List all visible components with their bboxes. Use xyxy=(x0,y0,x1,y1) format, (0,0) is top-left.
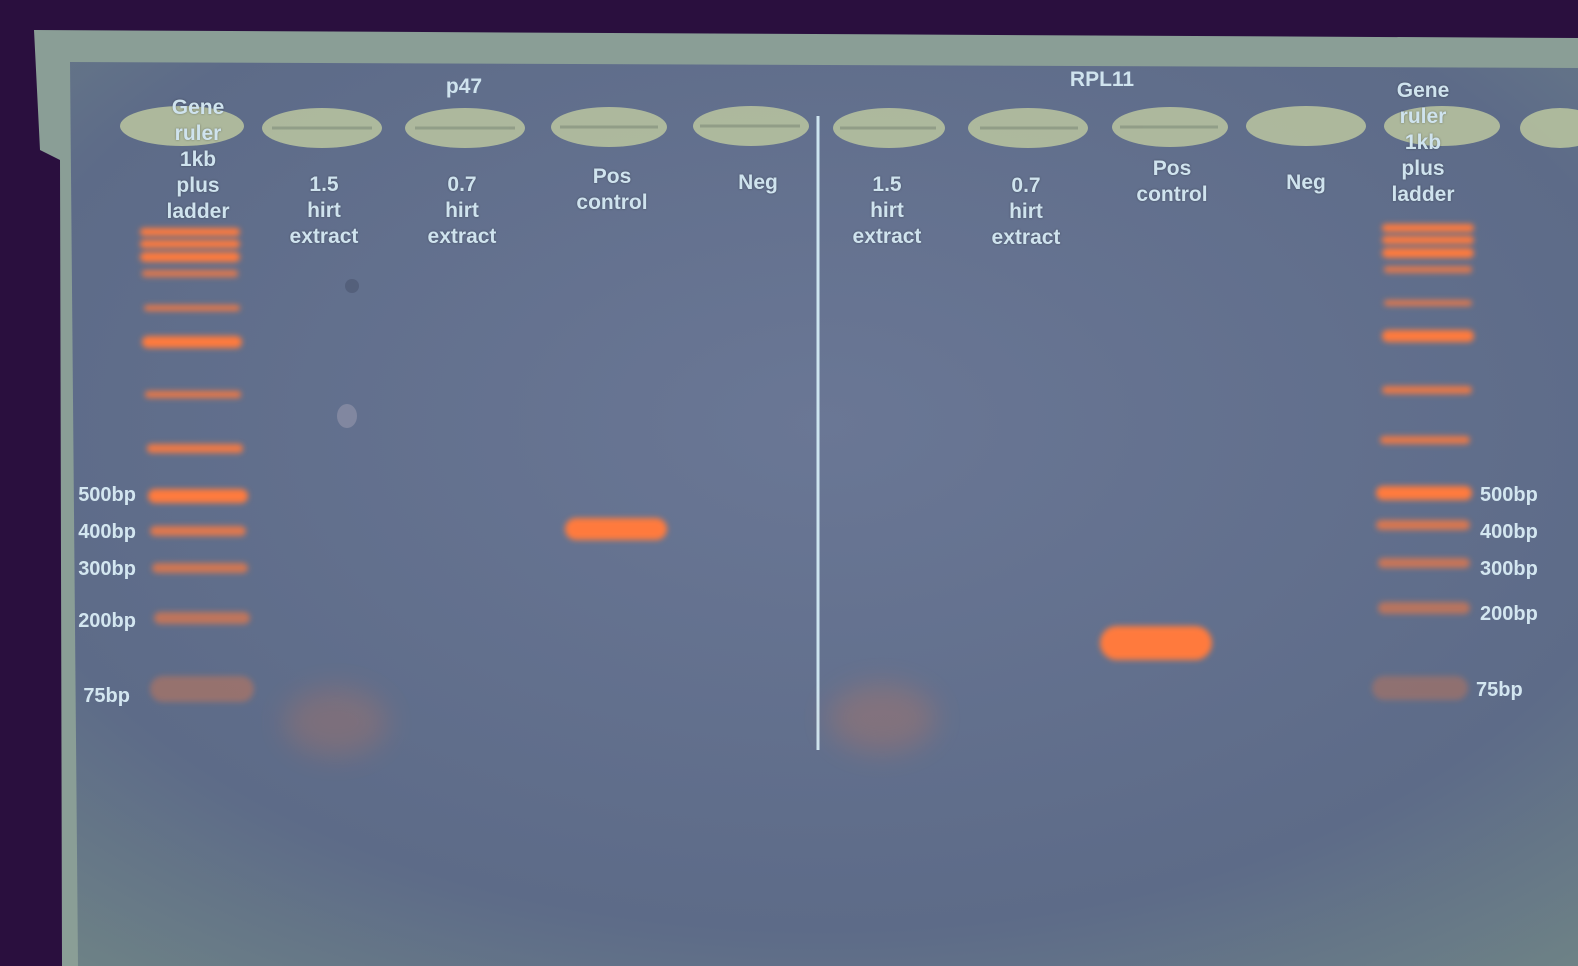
primer-smear xyxy=(284,688,388,756)
band xyxy=(1376,486,1472,500)
well xyxy=(1520,108,1578,148)
rpl11-pos-control-band xyxy=(1100,626,1212,660)
marker-200bp-left: 200bp xyxy=(78,610,136,632)
lane-label-rpl11-0-7-hirt: 0.7 hirt extract xyxy=(991,174,1061,249)
marker-300bp-right: 300bp xyxy=(1480,558,1538,580)
band xyxy=(142,270,238,277)
gel-body xyxy=(70,62,1578,966)
well xyxy=(1384,106,1500,146)
gel-speck xyxy=(345,279,359,293)
ladder-right xyxy=(1372,224,1474,700)
marker-75bp-left: 75bp xyxy=(83,685,130,707)
group-label-p47: p47 xyxy=(445,75,483,98)
band xyxy=(1382,330,1474,342)
marker-500bp-right: 500bp xyxy=(1480,484,1538,506)
band xyxy=(1382,224,1474,232)
marker-500bp-left: 500bp xyxy=(78,484,136,506)
band xyxy=(148,489,248,503)
lane-label-p47-neg: Neg xyxy=(738,171,778,194)
lane-label-p47-1-5-hirt: 1.5 hirt extract xyxy=(289,173,359,248)
band xyxy=(142,336,242,348)
band xyxy=(1378,602,1470,614)
marker-75bp-right: 75bp xyxy=(1476,679,1523,701)
marker-400bp-right: 400bp xyxy=(1480,521,1538,543)
marker-300bp-left: 300bp xyxy=(78,558,136,580)
lane-label-rpl11-pos-control: Pos control xyxy=(1136,157,1208,206)
band xyxy=(150,526,246,536)
lane-label-rpl11-neg: Neg xyxy=(1286,171,1326,194)
band xyxy=(140,228,240,236)
band xyxy=(1378,558,1470,568)
lane-label-p47-pos-control: Pos control xyxy=(576,165,648,214)
band xyxy=(147,444,243,453)
lane-label-p47-0-7-hirt: 0.7 hirt extract xyxy=(427,173,497,248)
lane-label-ladder-left: Gene ruler 1kb plus ladder xyxy=(166,96,230,223)
gel-bubble xyxy=(337,404,357,428)
band xyxy=(1376,520,1470,530)
well xyxy=(120,106,244,146)
band xyxy=(140,240,240,248)
band xyxy=(1380,436,1470,444)
group-label-rpl11: RPL11 xyxy=(1069,68,1135,91)
band xyxy=(1382,248,1474,258)
marker-200bp-right: 200bp xyxy=(1480,603,1538,625)
well xyxy=(1246,106,1366,146)
band xyxy=(1384,266,1472,273)
primer-smear xyxy=(828,684,936,752)
band xyxy=(1382,236,1474,244)
lane-label-ladder-right: Gene ruler 1kb plus ladder xyxy=(1391,79,1455,206)
band xyxy=(1384,300,1472,306)
band xyxy=(144,305,240,311)
band xyxy=(154,612,250,624)
band xyxy=(1382,386,1472,394)
p47-pos-control-band xyxy=(565,518,667,540)
band xyxy=(145,391,241,398)
band xyxy=(140,252,240,262)
ladder-left xyxy=(140,228,254,702)
marker-400bp-left: 400bp xyxy=(78,521,136,543)
well-slots xyxy=(272,124,1218,130)
band xyxy=(150,676,254,702)
band xyxy=(1372,676,1468,700)
band xyxy=(152,563,248,573)
lane-label-rpl11-1-5-hirt: 1.5 hirt extract xyxy=(852,173,922,248)
